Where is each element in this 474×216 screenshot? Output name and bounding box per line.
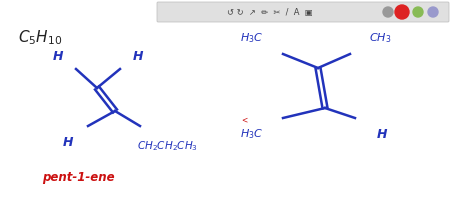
Text: $H_3C$: $H_3C$ [240, 127, 264, 141]
Text: pent-1-ene: pent-1-ene [42, 172, 115, 184]
Circle shape [395, 5, 409, 19]
Circle shape [428, 7, 438, 17]
Text: ↺ ↻  ↗  ✏  ✂  /  A  ▣: ↺ ↻ ↗ ✏ ✂ / A ▣ [227, 8, 313, 16]
Text: H: H [133, 49, 143, 62]
Circle shape [383, 7, 393, 17]
Text: $H_3C$: $H_3C$ [240, 31, 264, 45]
Circle shape [413, 7, 423, 17]
Text: H: H [377, 127, 387, 140]
Text: <: < [241, 116, 247, 124]
Text: H: H [53, 49, 63, 62]
Text: H: H [63, 135, 73, 149]
Text: $C_5H_{10}$: $C_5H_{10}$ [18, 28, 62, 47]
Text: $CH_2CH_2CH_3$: $CH_2CH_2CH_3$ [137, 139, 199, 153]
FancyBboxPatch shape [157, 2, 449, 22]
Text: $CH_3$: $CH_3$ [369, 31, 391, 45]
